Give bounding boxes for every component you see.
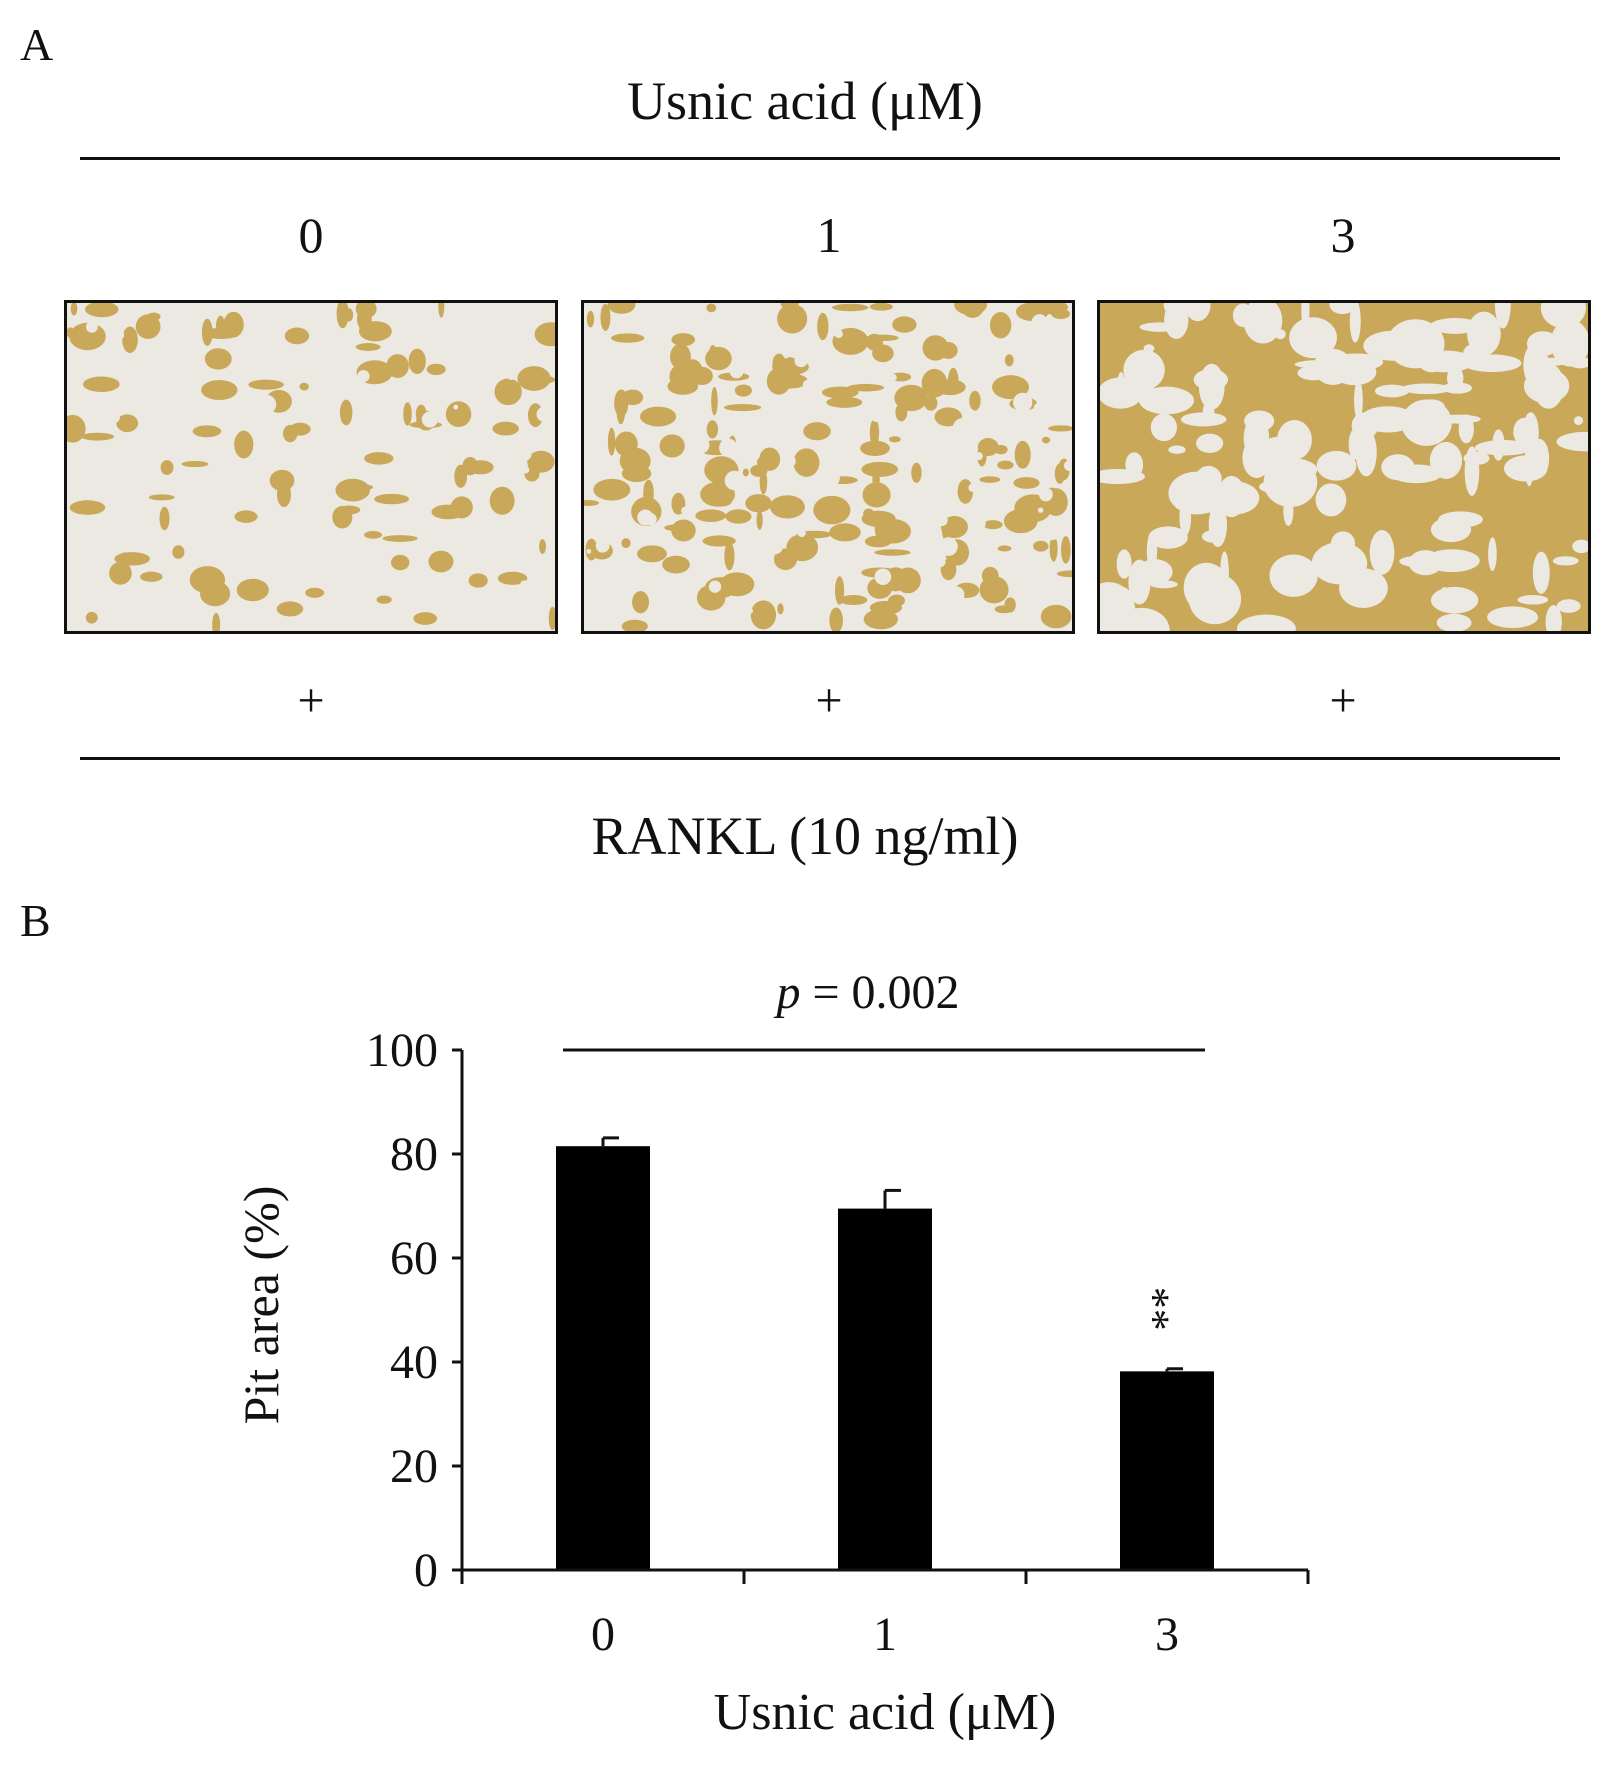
y-tick-label-60: 60: [390, 1232, 438, 1285]
top-divider: [80, 157, 1560, 160]
y-tick-label-100: 100: [366, 1024, 438, 1077]
micrograph-dose-0: [64, 300, 558, 634]
micrograph-dose-1-image: [584, 303, 1072, 631]
y-tick-label-20: 20: [390, 1440, 438, 1493]
x-tick-label-1: 1: [873, 1608, 897, 1661]
x-axis-ticks: 0 1 3: [460, 1570, 1310, 1661]
x-tick-label-0: 0: [591, 1608, 615, 1661]
micrograph-dose-3: [1097, 300, 1591, 634]
bars: **: [556, 1136, 1214, 1570]
micrograph-dose-3-image: [1100, 303, 1588, 631]
x-axis-title: Usnic acid (μM): [714, 1684, 1057, 1741]
micrograph-dose-1: [581, 300, 1075, 634]
rankl-mark-0: +: [297, 674, 325, 727]
panel-a-label: A: [20, 19, 54, 70]
bar-0: [556, 1146, 650, 1570]
p-value-label: p = 0.002: [773, 966, 959, 1019]
treatment-header: Usnic acid (μM): [627, 71, 983, 131]
rankl-mark-3: +: [1329, 674, 1357, 727]
bar-1: [838, 1208, 932, 1570]
y-tick-label-80: 80: [390, 1128, 438, 1181]
micrograph-dose-0-image: [67, 303, 555, 631]
rankl-mark-1: +: [815, 674, 843, 727]
bar-chart: p = 0.002 0 20 40 60 80 100 ** 0 1 3 Pit area (…: [233, 966, 1310, 1741]
bottom-divider: [80, 757, 1560, 760]
p-value-text: = 0.002: [800, 966, 959, 1019]
panel-b-label: B: [20, 895, 51, 946]
bar-3: [1120, 1371, 1214, 1570]
x-tick-label-3: 3: [1155, 1608, 1179, 1661]
p-value-symbol: p: [773, 966, 800, 1019]
y-axis-ticks: 0 20 40 60 80 100: [366, 1024, 462, 1597]
y-tick-label-0: 0: [414, 1544, 438, 1597]
significance-mark: **: [1142, 1287, 1191, 1331]
dose-label-0: 0: [298, 207, 324, 263]
dose-label-3: 3: [1330, 207, 1356, 263]
y-tick-label-40: 40: [390, 1336, 438, 1389]
dose-label-1: 1: [816, 207, 842, 263]
y-axis-title: Pit area (%): [233, 1186, 289, 1425]
rankl-label: RANKL (10 ng/ml): [591, 806, 1019, 866]
